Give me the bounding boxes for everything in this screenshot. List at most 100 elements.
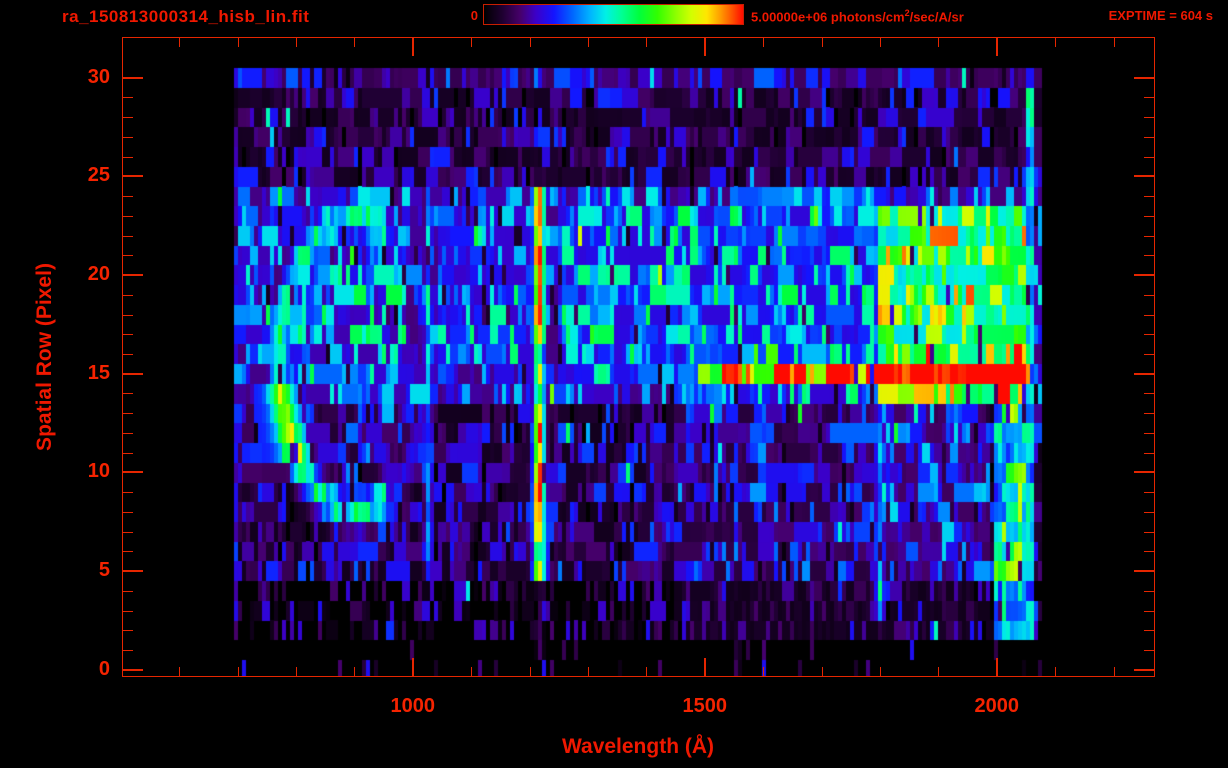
x-minor-tick-top: [179, 38, 181, 47]
y-minor-tick: [123, 511, 133, 513]
y-minor-tick-right: [1144, 235, 1154, 237]
y-minor-tick-right: [1144, 649, 1154, 651]
y-minor-tick: [123, 334, 133, 336]
x-minor-tick-top: [821, 38, 823, 47]
x-minor-tick: [179, 667, 181, 676]
colorbar-unit-superscript: 2: [904, 8, 910, 18]
x-minor-tick: [1113, 667, 1115, 676]
y-major-tick: [123, 274, 143, 277]
x-minor-tick-top: [763, 38, 765, 47]
y-minor-tick: [123, 353, 133, 355]
x-minor-tick: [1055, 667, 1057, 676]
y-minor-tick: [123, 590, 133, 592]
y-minor-tick: [123, 492, 133, 494]
y-major-tick-right: [1134, 471, 1154, 474]
y-tick-label-0: 0: [98, 657, 110, 680]
y-minor-tick-right: [1144, 255, 1154, 257]
x-major-tick-top: [703, 38, 706, 56]
y-minor-tick-right: [1144, 334, 1154, 336]
y-major-tick-right: [1134, 76, 1154, 79]
x-minor-tick-top: [938, 38, 940, 47]
exptime-label: EXPTIME = 604 s: [1108, 8, 1213, 23]
x-minor-tick-top: [646, 38, 648, 47]
y-minor-tick: [123, 314, 133, 316]
y-tick-label-15: 15: [87, 361, 110, 384]
y-axis-label: Spatial Row (Pixel): [33, 263, 56, 451]
x-minor-tick: [296, 667, 298, 676]
y-major-tick-right: [1134, 372, 1154, 375]
y-major-tick: [123, 175, 143, 178]
y-minor-tick: [123, 393, 133, 395]
spectrogram-heatmap: [122, 37, 1155, 677]
y-minor-tick-right: [1144, 97, 1154, 99]
x-major-tick: [411, 658, 414, 676]
x-minor-tick: [763, 667, 765, 676]
x-minor-tick-top: [1055, 38, 1057, 47]
y-minor-tick-right: [1144, 511, 1154, 513]
y-minor-tick-right: [1144, 531, 1154, 533]
x-minor-tick-top: [587, 38, 589, 47]
y-minor-tick: [123, 630, 133, 632]
y-minor-tick: [123, 235, 133, 237]
y-major-tick-right: [1134, 668, 1154, 671]
y-minor-tick-right: [1144, 294, 1154, 296]
y-minor-tick: [123, 215, 133, 217]
x-tick-label-1000: 1000: [390, 695, 436, 717]
x-minor-tick-top: [879, 38, 881, 47]
plot-frame: [122, 37, 1155, 677]
y-minor-tick: [123, 294, 133, 296]
y-minor-tick-right: [1144, 136, 1154, 138]
y-minor-tick-right: [1144, 353, 1154, 355]
x-major-tick: [703, 658, 706, 676]
x-minor-tick: [646, 667, 648, 676]
y-minor-tick-right: [1144, 432, 1154, 434]
x-minor-tick-top: [1113, 38, 1115, 47]
y-minor-tick: [123, 97, 133, 99]
x-minor-tick-top: [354, 38, 356, 47]
x-minor-tick: [354, 667, 356, 676]
x-minor-tick: [237, 667, 239, 676]
colorbar-max-value: 5.00000e+06 photons/cm: [751, 9, 905, 25]
y-minor-tick-right: [1144, 215, 1154, 217]
y-major-tick-right: [1134, 570, 1154, 573]
y-minor-tick-right: [1144, 452, 1154, 454]
y-tick-label-5: 5: [98, 559, 110, 582]
y-minor-tick-right: [1144, 393, 1154, 395]
y-minor-tick-right: [1144, 610, 1154, 612]
y-tick-label-10: 10: [87, 460, 110, 483]
y-minor-tick: [123, 413, 133, 415]
x-tick-label-1500: 1500: [682, 695, 728, 717]
y-tick-label-25: 25: [87, 164, 110, 187]
y-minor-tick: [123, 551, 133, 553]
colorbar: [483, 4, 744, 25]
x-minor-tick: [587, 667, 589, 676]
x-minor-tick-top: [471, 38, 473, 47]
y-minor-tick: [123, 196, 133, 198]
x-axis-label: Wavelength (Å): [561, 735, 715, 758]
y-minor-tick-right: [1144, 492, 1154, 494]
y-minor-tick-right: [1144, 590, 1154, 592]
y-minor-tick: [123, 136, 133, 138]
x-minor-tick-top: [237, 38, 239, 47]
y-minor-tick-right: [1144, 117, 1154, 119]
y-minor-tick-right: [1144, 551, 1154, 553]
y-minor-tick: [123, 156, 133, 158]
y-minor-tick-right: [1144, 196, 1154, 198]
x-major-tick-top: [995, 38, 998, 56]
y-minor-tick-right: [1144, 156, 1154, 158]
y-major-tick-right: [1134, 175, 1154, 178]
y-minor-tick: [123, 255, 133, 257]
y-tick-label-30: 30: [87, 65, 110, 88]
x-minor-tick-top: [529, 38, 531, 47]
y-minor-tick: [123, 610, 133, 612]
y-minor-tick-right: [1144, 314, 1154, 316]
y-minor-tick: [123, 432, 133, 434]
colorbar-unit-rest: /sec/A/sr: [909, 9, 964, 25]
x-major-tick-top: [411, 38, 414, 56]
x-minor-tick: [938, 667, 940, 676]
x-minor-tick-top: [296, 38, 298, 47]
colorbar-min-label: 0: [470, 8, 478, 23]
x-minor-tick: [471, 667, 473, 676]
y-minor-tick: [123, 531, 133, 533]
